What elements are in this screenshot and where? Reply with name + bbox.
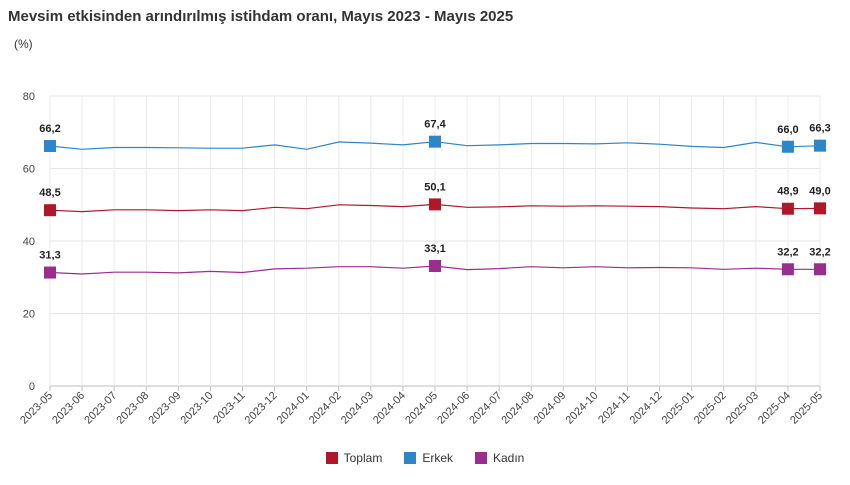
chart-title: Mevsim etkisinden arındırılmış istihdam …: [8, 8, 514, 25]
data-label: 66,3: [809, 123, 830, 135]
legend-label: Erkek: [422, 451, 453, 465]
x-tick-label: 2024-11: [596, 390, 632, 426]
y-axis-unit: (%): [14, 37, 33, 51]
data-label: 48,9: [777, 186, 798, 198]
data-label: 31,3: [39, 250, 60, 262]
legend-swatch: [475, 452, 487, 464]
legend: Toplam Erkek Kadın: [0, 451, 850, 465]
legend-swatch: [404, 452, 417, 464]
axes: 0204060802023-052023-062023-072023-08202…: [18, 91, 825, 427]
x-tick-label: 2023-05: [18, 390, 55, 427]
data-point-marker[interactable]: [429, 260, 441, 273]
x-tick-label: 2024-07: [467, 390, 504, 427]
data-point-marker[interactable]: [781, 263, 794, 276]
x-tick-label: 2024-04: [371, 390, 408, 427]
x-tick-label: 2023-12: [243, 390, 280, 427]
data-label: 50,1: [424, 181, 445, 193]
x-tick-label: 2025-05: [788, 390, 825, 427]
x-tick-label: 2025-02: [692, 390, 729, 427]
x-tick-label: 2024-10: [564, 390, 601, 427]
data-point-marker[interactable]: [44, 266, 56, 279]
x-tick-label: 2024-02: [307, 390, 344, 427]
x-tick-label: 2024-05: [403, 390, 440, 427]
data-label: 66,2: [39, 123, 60, 135]
y-tick-label: 40: [23, 236, 35, 248]
legend-label: Kadın: [493, 451, 525, 465]
x-tick-label: 2024-03: [339, 390, 376, 427]
y-tick-label: 20: [23, 309, 35, 321]
data-point-marker[interactable]: [44, 204, 56, 217]
legend-label: Toplam: [343, 451, 383, 465]
y-tick-label: 0: [29, 381, 35, 393]
x-tick-label: 2024-08: [499, 390, 536, 427]
x-tick-label: 2023-07: [82, 390, 119, 427]
data-point-marker[interactable]: [781, 202, 794, 215]
x-tick-label: 2025-04: [756, 390, 793, 427]
x-tick-label: 2023-11: [211, 390, 247, 426]
x-tick-label: 2024-01: [275, 390, 312, 427]
x-tick-label: 2023-06: [50, 390, 87, 427]
y-tick-label: 60: [23, 164, 35, 176]
x-tick-label: 2023-09: [146, 390, 183, 427]
x-tick-label: 2025-03: [724, 390, 761, 427]
y-tick-label: 80: [23, 91, 35, 103]
data-label: 33,1: [424, 243, 445, 255]
data-point-marker[interactable]: [781, 140, 794, 153]
series-layer: [44, 135, 826, 279]
data-point-marker[interactable]: [429, 198, 441, 211]
data-label: 67,4: [424, 119, 446, 131]
legend-item-erkek[interactable]: Erkek: [404, 451, 453, 465]
data-point-marker[interactable]: [814, 263, 826, 276]
data-label: 66,0: [777, 124, 798, 136]
x-tick-label: 2023-08: [114, 390, 151, 427]
data-point-marker[interactable]: [429, 135, 441, 148]
x-tick-label: 2023-10: [179, 390, 216, 427]
x-tick-label: 2024-09: [531, 390, 568, 427]
x-tick-label: 2025-01: [660, 390, 697, 427]
data-labels: 48,5 50,1 48,9 49,0 66,2 67,4 66,0 66,3 31,3 33,1…: [39, 119, 830, 262]
data-point-marker[interactable]: [814, 202, 826, 215]
x-tick-label: 2024-12: [628, 390, 665, 427]
data-label: 32,2: [809, 246, 830, 258]
data-point-marker[interactable]: [814, 139, 826, 152]
data-label: 48,5: [39, 187, 60, 199]
data-point-marker[interactable]: [44, 140, 56, 153]
legend-item-toplam[interactable]: Toplam: [325, 451, 383, 465]
legend-swatch: [325, 452, 338, 464]
line-chart: 0204060802023-052023-062023-072023-08202…: [18, 91, 831, 427]
x-tick-label: 2024-06: [435, 390, 472, 427]
legend-item-kadın[interactable]: Kadın: [475, 451, 524, 465]
grid-lines: [49, 95, 821, 387]
data-label: 32,2: [777, 246, 798, 258]
data-label: 49,0: [809, 185, 830, 197]
